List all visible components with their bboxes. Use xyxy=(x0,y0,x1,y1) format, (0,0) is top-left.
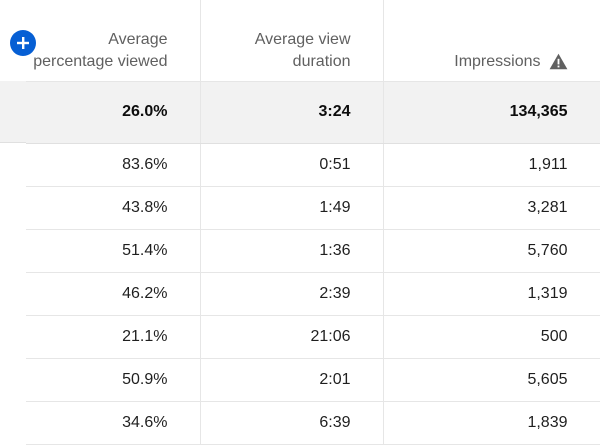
cell-impressions: 5,760 xyxy=(383,229,600,273)
table-row[interactable]: 46.2% 2:39 1,319 xyxy=(26,272,600,316)
table-row[interactable]: 50.9% 2:01 5,605 xyxy=(26,358,600,402)
warning-icon[interactable] xyxy=(549,53,568,70)
cell-average-view-duration: 21:06 xyxy=(200,315,384,359)
cell-average-view-duration: 0:51 xyxy=(200,143,384,187)
left-gutter xyxy=(0,0,36,448)
column-header-label: Average view duration xyxy=(254,30,351,70)
cell-average-view-duration: 6:39 xyxy=(200,401,384,445)
cell-average-percentage-viewed: 83.6% xyxy=(26,143,201,187)
metrics-table: Average percentage viewed Average view d… xyxy=(26,0,600,445)
plus-icon xyxy=(17,37,29,49)
cell-average-percentage-viewed: 34.6% xyxy=(26,401,201,445)
cell-average-percentage-viewed: 50.9% xyxy=(26,358,201,402)
cell-average-view-duration: 1:36 xyxy=(200,229,384,273)
total-average-view-duration: 3:24 xyxy=(200,81,384,144)
column-header-label: Average percentage viewed xyxy=(33,30,168,70)
cell-average-view-duration: 2:39 xyxy=(200,272,384,316)
cell-impressions: 3,281 xyxy=(383,186,600,230)
cell-average-view-duration: 1:49 xyxy=(200,186,384,230)
table-row[interactable]: 51.4% 1:36 5,760 xyxy=(26,229,600,273)
column-header-impressions[interactable]: Impressions xyxy=(383,0,600,82)
cell-impressions: 1,319 xyxy=(383,272,600,316)
cell-average-percentage-viewed: 46.2% xyxy=(26,272,201,316)
column-header-average-view-duration[interactable]: Average view duration xyxy=(200,0,384,82)
cell-impressions: 500 xyxy=(383,315,600,359)
table-row[interactable]: 21.1% 21:06 500 xyxy=(26,315,600,359)
totals-row: 26.0% 3:24 134,365 xyxy=(26,81,600,144)
cell-average-view-duration: 2:01 xyxy=(200,358,384,402)
table-row[interactable]: 34.6% 6:39 1,839 xyxy=(26,401,600,445)
column-header-label: Impressions xyxy=(454,52,541,70)
table-header-row: Average percentage viewed Average view d… xyxy=(26,0,600,82)
table-row[interactable]: 83.6% 0:51 1,911 xyxy=(26,143,600,187)
cell-average-percentage-viewed: 51.4% xyxy=(26,229,201,273)
column-header-average-percentage-viewed[interactable]: Average percentage viewed xyxy=(26,0,201,82)
table-row[interactable]: 43.8% 1:49 3,281 xyxy=(26,186,600,230)
cell-impressions: 1,911 xyxy=(383,143,600,187)
totals-row-gutter xyxy=(0,81,26,143)
cell-impressions: 1,839 xyxy=(383,401,600,445)
cell-impressions: 5,605 xyxy=(383,358,600,402)
cell-average-percentage-viewed: 21.1% xyxy=(26,315,201,359)
total-impressions: 134,365 xyxy=(383,81,600,144)
total-average-percentage-viewed: 26.0% xyxy=(26,81,201,144)
cell-average-percentage-viewed: 43.8% xyxy=(26,186,201,230)
